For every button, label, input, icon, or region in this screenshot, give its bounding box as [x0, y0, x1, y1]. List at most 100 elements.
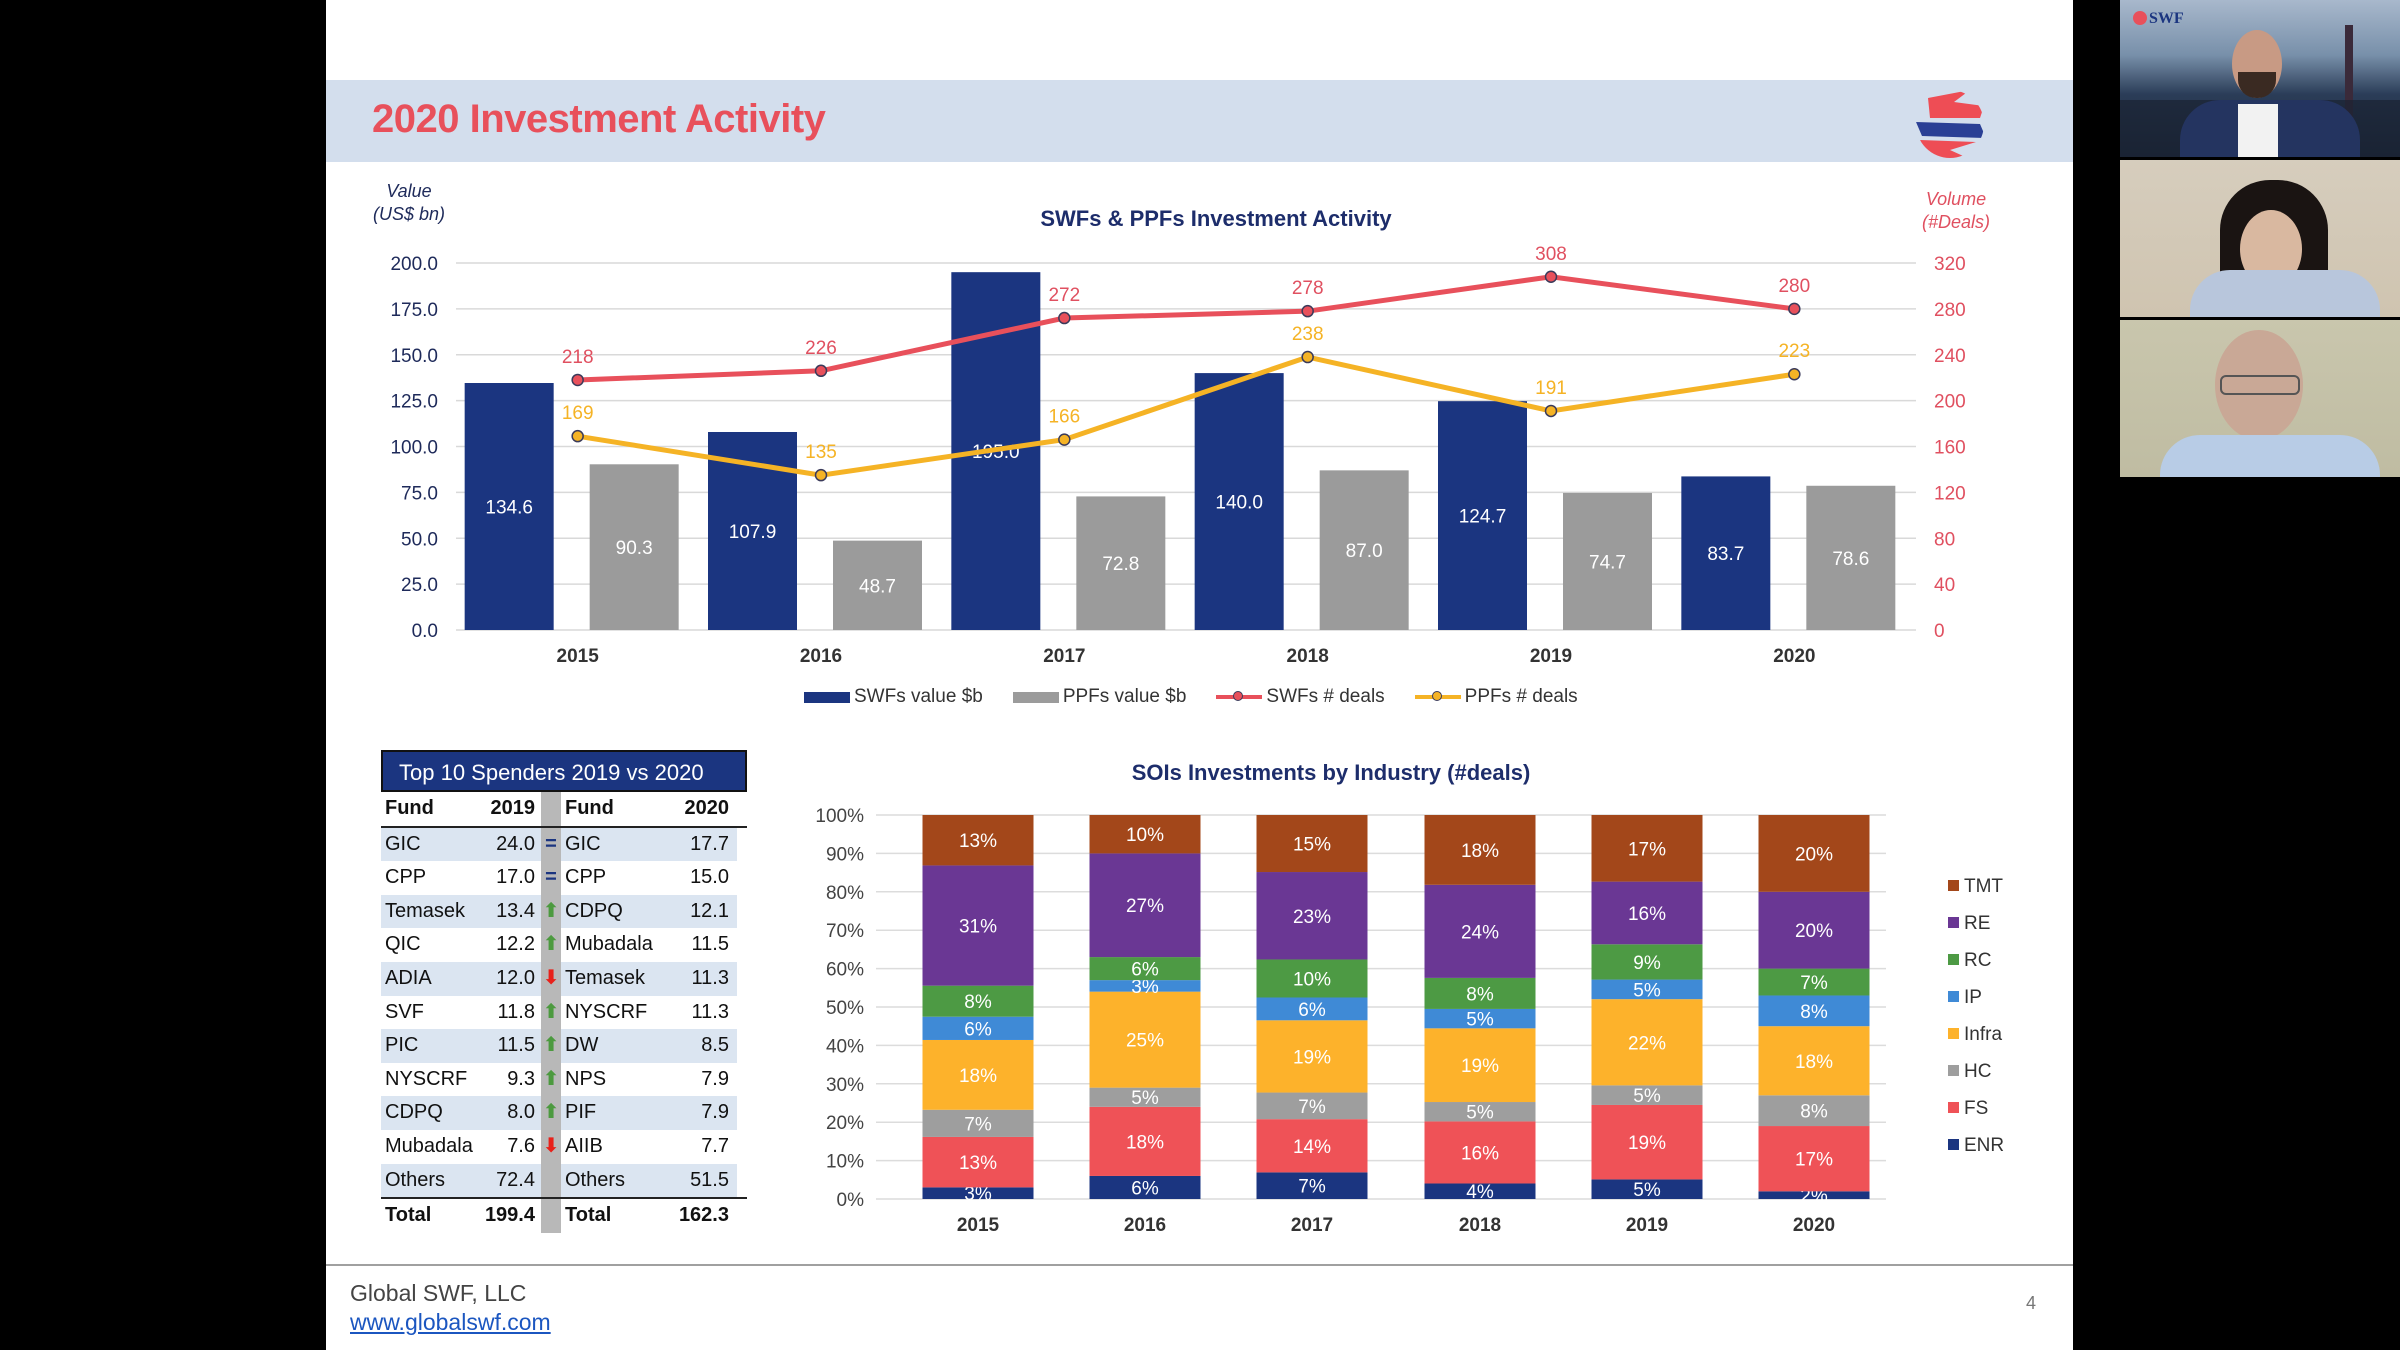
footer-divider	[326, 1264, 2073, 1266]
legend-swatch-ppfs-value	[1012, 691, 1059, 703]
change-cell: ⬆	[541, 1062, 561, 1097]
right-axis-tick-label: 240	[1934, 346, 1966, 367]
swfs-value-bar	[1438, 401, 1527, 630]
value-2020-cell: 7.7	[701, 1134, 729, 1157]
segment-label: 10%	[1126, 825, 1164, 846]
ppfs-deals-label: 238	[1292, 324, 1324, 345]
change-cell: ⬆	[541, 928, 561, 962]
header-2019: 2019	[490, 797, 536, 819]
video-tile-participant-2[interactable]	[2120, 160, 2400, 317]
swfs-deals-point	[814, 364, 828, 378]
segment-rc	[1256, 959, 1368, 998]
top-spenders-table: Top 10 Spenders 2019 vs 2020 Fund 2019 F…	[381, 750, 747, 1233]
ppfs-value-label: 87.0	[1346, 541, 1383, 562]
value-2019-cell: 13.4	[477, 894, 541, 929]
segment-infra	[922, 1039, 1034, 1110]
segment-ip	[1591, 979, 1703, 1000]
table-header-row: Fund 2019 Fund 2020	[381, 792, 747, 828]
segment-rc	[1089, 957, 1201, 981]
legend-swatch-ppfs-deals	[1414, 689, 1461, 705]
swfs-deals-line	[577, 274, 1795, 383]
fund-2020-cell: PIF	[561, 1096, 665, 1130]
segment-label: 24%	[1461, 922, 1499, 943]
top-spenders-table-title: Top 10 Spenders 2019 vs 2020	[381, 750, 747, 792]
table-row: Others 72.4 Others 51.5	[381, 1163, 747, 1198]
swf-logo-icon	[2133, 11, 2147, 25]
swfs-deals-point	[571, 373, 584, 387]
segment-re	[1758, 891, 1870, 969]
y-axis-tick-label: 90%	[826, 844, 864, 865]
legend-swatch-tmt	[1948, 880, 1959, 891]
footer-website-link[interactable]: www.globalswf.com	[350, 1309, 551, 1335]
legend-swatch-rc	[1948, 954, 1959, 965]
segment-label: 7%	[1298, 1177, 1326, 1198]
segment-label: 13%	[959, 1153, 997, 1174]
fund-2019-cell: Others	[381, 1163, 477, 1198]
swfs-deals-point	[1058, 311, 1071, 325]
table-row: QIC 12.2 ⬆ Mubadala 11.5	[381, 928, 747, 962]
value-2020-cell: 12.1	[665, 894, 737, 929]
segment-rc	[1591, 944, 1703, 980]
segment-label: 16%	[1628, 904, 1666, 925]
value-2019-cell: 17.0	[496, 866, 535, 889]
segment-ip	[1758, 995, 1870, 1027]
table-row: GIC 24.0 = GIC 17.7	[381, 827, 747, 862]
ppfs-deals-point	[1058, 433, 1071, 446]
swfs-deals-point	[1788, 302, 1801, 316]
segment-re	[1089, 853, 1201, 958]
segment-label: 25%	[1126, 1031, 1164, 1052]
right-axis-title-line1: Volume	[1925, 189, 1987, 209]
right-axis-tick-label: 160	[1934, 438, 1966, 459]
legend-swatch-hc	[1948, 1065, 1959, 1076]
segment-label: 19%	[1293, 1047, 1331, 1068]
segment-enr	[1424, 1183, 1536, 1199]
segment-hc	[1758, 1095, 1870, 1127]
segment-label: 5%	[1633, 1086, 1661, 1107]
video-tile-participant-1[interactable]: SWF	[2120, 0, 2400, 157]
table-row: CDPQ 8.0 ⬆ PIF 7.9	[381, 1096, 747, 1130]
value-2019-cell: 12.2	[496, 933, 535, 956]
swfs-value-label: 134.6	[485, 498, 533, 519]
segment-label: 23%	[1293, 907, 1331, 928]
left-axis-tick-label: 0.0	[412, 621, 438, 642]
segment-fs	[1089, 1106, 1201, 1176]
segment-rc	[1758, 968, 1870, 996]
segment-label: 18%	[1795, 1052, 1833, 1073]
x-axis-label: 2018	[1287, 646, 1329, 667]
segment-ip	[922, 1016, 1034, 1040]
x-axis-label: 2019	[1530, 646, 1572, 667]
ppfs-deals-line	[577, 354, 1795, 478]
segment-label: 5%	[1466, 1103, 1494, 1124]
legend-label-fs: FS	[1964, 1098, 1988, 1119]
total-cell	[541, 1199, 561, 1233]
segment-fs	[1758, 1126, 1870, 1192]
legend-swatch-re	[1948, 917, 1959, 928]
value-2020-cell: 17.7	[665, 827, 737, 862]
right-axis-title: Volume (#Deals)	[1906, 188, 2006, 234]
y-axis-tick-label: 80%	[826, 883, 864, 904]
value-2019-cell: 11.5	[477, 1029, 541, 1063]
x-axis-label: 2017	[1043, 646, 1085, 667]
participant-body	[2160, 435, 2380, 477]
segment-infra	[1089, 991, 1201, 1088]
x-axis-label: 2016	[1124, 1215, 1166, 1236]
table-row: PIC 11.5 ⬆ DW 8.5	[381, 1029, 747, 1063]
segment-label: 27%	[1126, 896, 1164, 917]
segment-label: 8%	[1466, 984, 1494, 1005]
fund-2020-cell: GIC	[561, 827, 665, 862]
x-axis-label: 2017	[1291, 1215, 1333, 1236]
segment-label: 6%	[964, 1019, 992, 1040]
swfs-deals-label: 308	[1535, 244, 1567, 265]
right-axis-tick-label: 280	[1934, 300, 1966, 321]
participant-body	[2190, 270, 2380, 317]
video-tile-participant-3[interactable]	[2120, 320, 2400, 477]
segment-label: 3%	[1131, 977, 1159, 998]
segment-fs	[922, 1136, 1034, 1188]
swfs-deals-label: 280	[1778, 276, 1810, 297]
change-cell: ⬆	[541, 1096, 561, 1130]
table-row: ADIA 12.0 ⬇ Temasek 11.3	[381, 961, 747, 996]
swfs-deals-label: 218	[562, 347, 594, 368]
value-2020-cell: 11.3	[691, 1000, 729, 1023]
x-axis-label: 2018	[1459, 1215, 1501, 1236]
legend-swatch-enr	[1948, 1139, 1959, 1150]
